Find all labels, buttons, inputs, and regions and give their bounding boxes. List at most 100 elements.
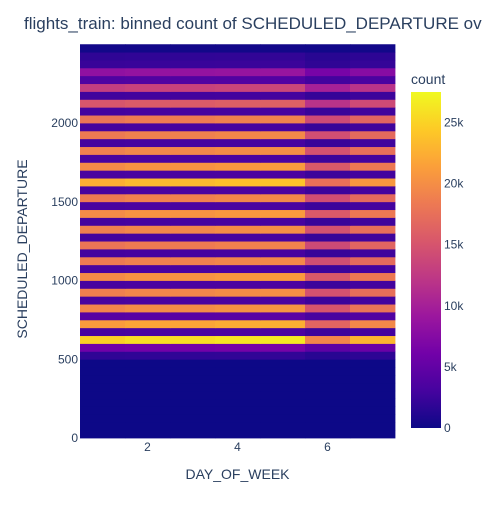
heatmap-cell bbox=[350, 430, 396, 439]
heatmap-cell bbox=[260, 60, 306, 69]
heatmap-cell bbox=[215, 123, 261, 132]
heatmap-cell bbox=[80, 91, 126, 100]
heatmap-cell bbox=[80, 107, 126, 116]
heatmap-cell bbox=[215, 343, 261, 352]
heatmap-cell bbox=[350, 91, 396, 100]
heatmap-cell bbox=[215, 60, 261, 69]
heatmap-cell bbox=[125, 280, 171, 289]
heatmap-cell bbox=[350, 319, 396, 329]
heatmap-cell bbox=[260, 146, 306, 155]
heatmap-cell bbox=[305, 146, 351, 155]
heatmap-cell bbox=[80, 52, 126, 61]
heatmap-cell bbox=[125, 193, 171, 203]
colorbar-ticks: 0 5k 10k 15k 20k 25k bbox=[444, 116, 464, 435]
colorbar-tick-label: 25k bbox=[444, 116, 464, 130]
colorbar-tick-label: 10k bbox=[444, 299, 464, 313]
heatmap-cell bbox=[350, 170, 396, 179]
heatmap-cell bbox=[215, 162, 261, 171]
heatmap-cell bbox=[80, 430, 126, 439]
heatmap-cell bbox=[170, 351, 216, 360]
heatmap-cell bbox=[350, 178, 396, 187]
heatmap-cell bbox=[80, 280, 126, 289]
heatmap-cell bbox=[170, 304, 216, 313]
heatmap-cell bbox=[260, 186, 306, 195]
heatmap-cell bbox=[170, 359, 216, 368]
heatmap-cell bbox=[260, 296, 306, 305]
heatmap-cell bbox=[305, 233, 351, 242]
heatmap-cell bbox=[260, 170, 306, 179]
heatmap-cell bbox=[215, 107, 261, 116]
heatmap-cell bbox=[260, 178, 306, 187]
heatmap-cell bbox=[215, 296, 261, 305]
y-tick-label: 0 bbox=[71, 431, 78, 445]
heatmap-cell bbox=[170, 327, 216, 337]
colorbar-tick-label: 15k bbox=[444, 238, 464, 252]
heatmap-cell bbox=[170, 130, 216, 140]
heatmap-cell bbox=[170, 123, 216, 132]
heatmap-cell bbox=[215, 233, 261, 242]
heatmap-cell bbox=[305, 430, 351, 439]
colorbar-tick-label: 5k bbox=[444, 360, 458, 374]
heatmap-cell bbox=[350, 146, 396, 155]
heatmap-cell bbox=[305, 91, 351, 100]
heatmap-cell bbox=[305, 375, 351, 384]
heatmap-cell bbox=[170, 256, 216, 266]
heatmap-cell bbox=[170, 209, 216, 218]
heatmap-cell bbox=[170, 178, 216, 187]
heatmap-cell bbox=[260, 398, 306, 407]
heatmap-cell bbox=[125, 217, 171, 226]
colorbar-title: count bbox=[411, 71, 445, 87]
heatmap-cell bbox=[260, 154, 306, 163]
heatmap-cell bbox=[305, 201, 351, 211]
heatmap-cell bbox=[260, 256, 306, 266]
heatmap-cell bbox=[350, 312, 396, 321]
heatmap-cell bbox=[125, 335, 171, 344]
heatmap-cell bbox=[350, 225, 396, 234]
heatmap-cell bbox=[260, 233, 306, 242]
heatmap-cell bbox=[80, 288, 126, 297]
heatmap-cell bbox=[260, 67, 306, 77]
heatmap-cell bbox=[125, 430, 171, 439]
heatmap-cell bbox=[260, 162, 306, 171]
heatmap-cell bbox=[350, 256, 396, 266]
heatmap-cell bbox=[350, 138, 396, 148]
heatmap-cell bbox=[305, 130, 351, 140]
heatmap-cell bbox=[215, 52, 261, 61]
heatmap-cell bbox=[350, 280, 396, 289]
heatmap-cell bbox=[125, 67, 171, 77]
heatmap-cell bbox=[215, 414, 261, 423]
heatmap-cell bbox=[80, 272, 126, 281]
heatmap-cell bbox=[125, 272, 171, 281]
heatmap-cell bbox=[170, 288, 216, 297]
heatmap-cell bbox=[125, 170, 171, 179]
heatmap-cell bbox=[170, 146, 216, 155]
heatmap-cell bbox=[305, 249, 351, 258]
heatmap-cell bbox=[305, 414, 351, 423]
heatmap-cell bbox=[125, 60, 171, 69]
heatmap-cell bbox=[170, 375, 216, 384]
heatmap-cell bbox=[260, 335, 306, 344]
heatmap-cell bbox=[125, 414, 171, 423]
heatmap-cell bbox=[260, 91, 306, 100]
heatmap-cell bbox=[305, 288, 351, 297]
heatmap-cell bbox=[305, 256, 351, 266]
heatmap-cell bbox=[350, 264, 396, 274]
heatmap-cell bbox=[350, 367, 396, 376]
heatmap-cell bbox=[260, 367, 306, 376]
heatmap-cell bbox=[305, 312, 351, 321]
heatmap-cell bbox=[80, 186, 126, 195]
heatmap-cell bbox=[305, 123, 351, 132]
heatmap-cell bbox=[350, 209, 396, 218]
heatmap-cell bbox=[125, 83, 171, 92]
heatmap-cell bbox=[170, 422, 216, 431]
heatmap-cell bbox=[350, 390, 396, 400]
heatmap-cell bbox=[305, 209, 351, 218]
heatmap-cell bbox=[305, 99, 351, 108]
heatmap-cell bbox=[170, 91, 216, 100]
heatmap-cell bbox=[350, 335, 396, 344]
heatmap-cell bbox=[350, 186, 396, 195]
heatmap-cell bbox=[260, 83, 306, 92]
heatmap-cell bbox=[125, 351, 171, 360]
heatmap-cell bbox=[350, 272, 396, 281]
heatmap-cell bbox=[215, 430, 261, 439]
